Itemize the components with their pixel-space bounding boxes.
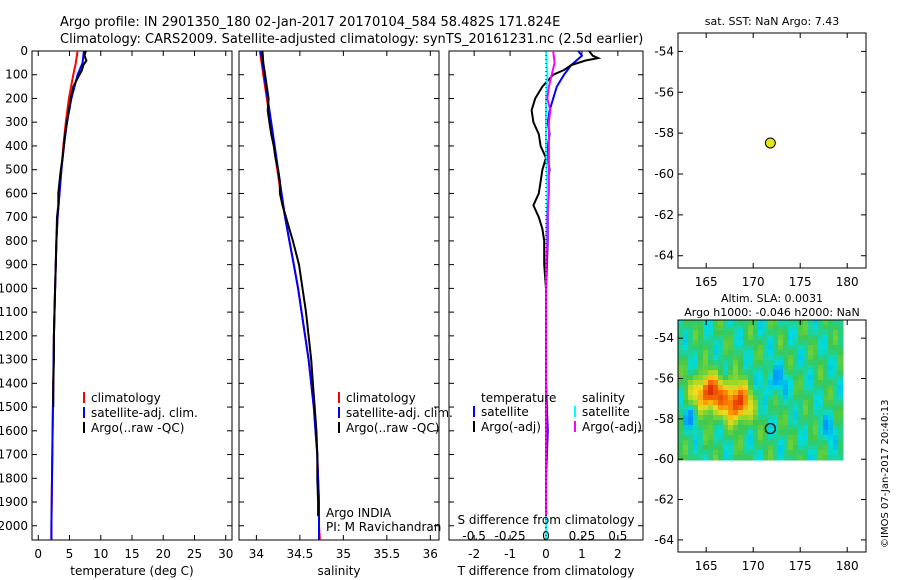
depth-tick-label: 1200: [0, 329, 28, 343]
depth-tick-label: 1700: [0, 448, 28, 462]
salinity-legend-1-label: satellite-adj. clim.: [346, 406, 453, 420]
salinity-xtick-label: 35: [336, 547, 351, 561]
depth-tick-label: 800: [5, 234, 28, 248]
sla_map-xtick-label: 175: [789, 559, 812, 573]
depth-tick-label: 500: [5, 163, 28, 177]
depth-tick-label: 200: [5, 91, 28, 105]
salinity-xtick-label: 34: [249, 547, 264, 561]
temperature-series-argo-raw-qc-: [52, 50, 88, 408]
depth-tick-label: 2000: [0, 519, 28, 533]
sst_map-ytick-label: -58: [654, 126, 674, 140]
depth-tick-label: 700: [5, 210, 28, 224]
sla_map-frame: [677, 319, 867, 553]
temperature-xtick-label: 10: [93, 547, 108, 561]
salinity-annotation-2: PI: M Ravichandran: [326, 520, 441, 534]
sla-float-marker: [764, 422, 776, 435]
title-line2: Climatology: CARS2009. Satellite-adjuste…: [60, 32, 643, 47]
depth-tick-label: 1800: [0, 471, 28, 485]
sst_map-xtick-label: 180: [836, 275, 859, 289]
sla_map-xtick-label: 165: [695, 559, 718, 573]
sla-map-title-1: Altim. SLA: 0.0031: [721, 292, 823, 305]
depth-tick-label: 300: [5, 115, 28, 129]
difference-xlabel-top: S difference from climatology: [458, 513, 635, 527]
salinity-xtick-label: 36: [423, 547, 438, 561]
sst_map-ytick-label: -56: [654, 85, 674, 99]
difference-xtick-label: 2: [614, 547, 622, 561]
depth-tick-label: 1000: [0, 281, 28, 295]
salinity-series-argo-raw-qc-: [261, 50, 320, 517]
depth-tick-label: 400: [5, 139, 28, 153]
difference-series-temperature-satellite: [545, 50, 584, 517]
depth-tick-label: 100: [5, 68, 28, 82]
legend-temperature-title: temperature: [481, 391, 556, 405]
sst_map-frame: [677, 32, 867, 269]
depth-tick-label: 1100: [0, 305, 28, 319]
difference-s-tick-label: 0.25: [569, 529, 596, 543]
difference-xtick-label: -2: [468, 547, 480, 561]
temperature-xtick-label: 20: [156, 547, 171, 561]
depth-tick-label: 1400: [0, 376, 28, 390]
salinity-frame: [238, 50, 440, 541]
sla_map-ytick-label: -54: [654, 331, 674, 345]
sla_map-ytick-label: -60: [654, 452, 674, 466]
temperature-xtick-label: 30: [218, 547, 233, 561]
sst_map-ytick-label: -62: [654, 208, 674, 222]
sla_map-xtick-label: 170: [742, 559, 765, 573]
difference-s-tick-label: 0.5: [608, 529, 627, 543]
difference-xtick-label: 0: [542, 547, 550, 561]
temperature-legend-2-label: Argo(..raw -QC): [91, 421, 184, 435]
temperature-xtick-label: 0: [34, 547, 42, 561]
salinity-xlabel: salinity: [317, 564, 360, 578]
difference-xtick-label: 1: [578, 547, 586, 561]
legend-salinity-title: salinity: [582, 391, 625, 405]
difference-series-temperature-argo-adj-: [530, 50, 602, 517]
depth-tick-label: 1600: [0, 424, 28, 438]
temperature-legend-0-label: climatology: [91, 391, 161, 405]
sst-map-title: sat. SST: NaN Argo: 7.43: [705, 15, 839, 28]
difference-s-tick-label: 0: [542, 529, 550, 543]
difference-xlabel: T difference from climatology: [457, 564, 635, 578]
sst_map-xtick-label: 170: [742, 275, 765, 289]
temperature-xtick-label: 15: [124, 547, 139, 561]
depth-tick-label: 600: [5, 186, 28, 200]
legend-temperature-argo-label: Argo(-adj): [481, 420, 541, 434]
legend-salinity-satellite-label: satellite: [582, 405, 630, 419]
depth-tick-label: 1300: [0, 353, 28, 367]
sla_map-ytick-label: -58: [654, 412, 674, 426]
depth-tick-label: 0: [20, 44, 28, 58]
difference-s-tick-label: -0.5: [462, 529, 485, 543]
temperature-frame: [31, 50, 233, 541]
sst-float-marker: [764, 137, 776, 149]
sla-heatmap: [678, 320, 844, 461]
title-line1: Argo profile: IN 2901350_180 02-Jan-2017…: [60, 15, 560, 30]
depth-tick-label: 900: [5, 258, 28, 272]
depth-tick-label: 1900: [0, 495, 28, 509]
sst_map-ytick-label: -60: [654, 167, 674, 181]
depth-tick-label: 1500: [0, 400, 28, 414]
sla_map-ytick-label: -56: [654, 372, 674, 386]
legend-salinity-argo-label: Argo(-adj): [582, 420, 642, 434]
temperature-xtick-label: 25: [187, 547, 202, 561]
sst_map-ytick-label: -64: [654, 249, 674, 263]
sla_map-ytick-label: -64: [654, 533, 674, 547]
sst_map-ytick-label: -54: [654, 44, 674, 58]
temperature-xlabel: temperature (deg C): [70, 564, 193, 578]
sst_map-xtick-label: 165: [695, 275, 718, 289]
sst_map-xtick-label: 175: [789, 275, 812, 289]
difference-s-tick-label: -0.25: [495, 529, 526, 543]
sla_map-xtick-label: 180: [836, 559, 859, 573]
watermark: ©IMOS 07-Jan-2017 20:40:13: [880, 400, 891, 548]
salinity-xtick-label: 34.5: [287, 547, 314, 561]
salinity-legend-0-label: climatology: [346, 391, 416, 405]
salinity-annotation-1: Argo INDIA: [326, 506, 392, 520]
salinity-xtick-label: 35.5: [373, 547, 400, 561]
salinity-legend-2-label: Argo(..raw -QC): [346, 421, 439, 435]
difference-xtick-label: -1: [504, 547, 516, 561]
temperature-legend-1-label: satellite-adj. clim.: [91, 406, 198, 420]
legend-temperature-satellite-label: satellite: [481, 405, 529, 419]
sla_map-ytick-label: -62: [654, 493, 674, 507]
temperature-xtick-label: 5: [66, 547, 74, 561]
sla-map-title-2: Argo h1000: -0.046 h2000: NaN: [684, 306, 860, 319]
